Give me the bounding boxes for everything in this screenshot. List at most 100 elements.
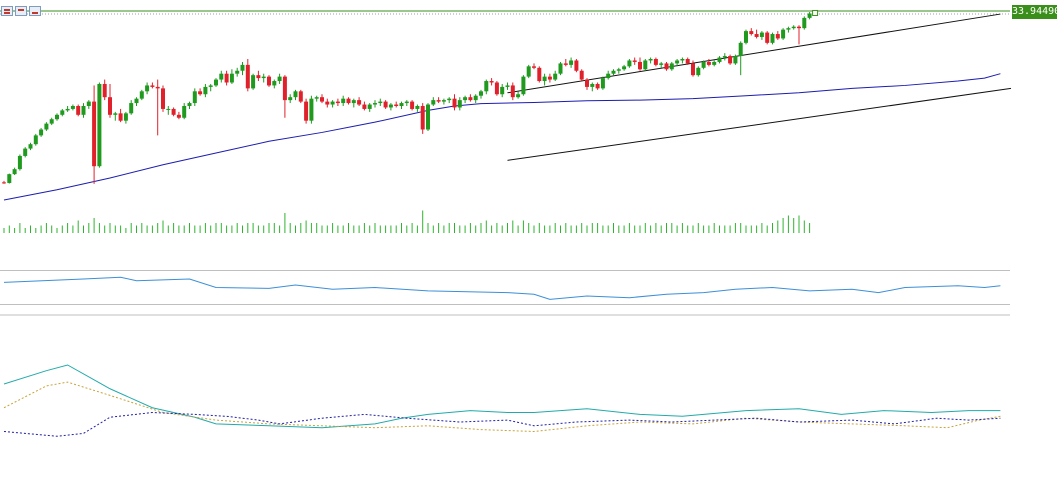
candle-body <box>791 26 796 29</box>
candle-body <box>659 63 664 65</box>
candle-body <box>537 67 542 82</box>
candle-body <box>579 70 584 80</box>
candle-body <box>749 31 754 35</box>
candle-body <box>399 103 404 106</box>
candle-body <box>55 114 59 120</box>
channel-upper-line <box>507 13 1001 94</box>
candle-body <box>76 106 81 115</box>
candle-body <box>256 75 261 79</box>
candle-body <box>2 182 6 184</box>
candle-body <box>706 61 711 65</box>
candle-body <box>277 76 282 82</box>
candle-body <box>516 94 521 98</box>
separator-lines <box>0 10 1010 316</box>
candle-body <box>463 97 468 101</box>
candle-body <box>134 98 139 104</box>
candle-body <box>616 69 621 71</box>
candle-body <box>781 29 786 39</box>
candle-body <box>510 85 515 98</box>
current-price-label: 33.94490 <box>1012 5 1059 19</box>
candle-body <box>415 106 420 109</box>
last-price-marker <box>812 9 819 16</box>
candle-body <box>113 113 118 115</box>
candle-body <box>505 85 510 87</box>
candle-body <box>97 83 102 167</box>
chart-zoom-icon[interactable] <box>29 6 41 16</box>
chart-candles-icon[interactable] <box>15 6 27 16</box>
candle-body <box>351 100 356 104</box>
candlestick-series <box>2 9 819 184</box>
candle-body <box>457 100 462 108</box>
candle-body <box>759 32 764 37</box>
candle-body <box>797 26 801 29</box>
candle-body <box>770 34 775 43</box>
candle-body <box>802 17 807 29</box>
candle-body <box>335 101 340 104</box>
channel-lower-line <box>507 87 1012 161</box>
candle-body <box>155 86 160 89</box>
candle-body <box>12 169 17 175</box>
candle-body <box>145 85 150 92</box>
candle-body <box>267 76 271 86</box>
candle-body <box>298 91 303 102</box>
candle-body <box>479 91 483 96</box>
candle-body <box>775 34 780 39</box>
candle-body <box>473 95 478 101</box>
candle-body <box>786 28 791 30</box>
candle-body <box>420 106 425 130</box>
chart-grid-icon[interactable] <box>1 6 13 16</box>
candle-body <box>574 60 579 71</box>
candle-body <box>521 76 526 95</box>
candle-body <box>622 66 627 70</box>
dashed-indicator-line <box>3 411 1001 437</box>
chart-toolbar[interactable] <box>1 6 41 18</box>
candle-body <box>293 91 298 98</box>
candle-body <box>563 63 568 65</box>
candle-body <box>691 63 695 76</box>
candle-body <box>611 70 616 74</box>
candle-body <box>733 56 738 64</box>
candle-body <box>139 91 144 99</box>
candle-body <box>452 98 457 108</box>
stoch-main-line <box>3 364 1001 429</box>
candle-body <box>108 97 112 115</box>
stochastic-indicator <box>3 364 1001 437</box>
candle-body <box>229 73 234 83</box>
candle-body <box>214 79 218 86</box>
candle-body <box>494 82 499 95</box>
candle-body <box>65 108 70 111</box>
candle-body <box>367 104 372 109</box>
candle-body <box>701 61 706 68</box>
candle-body <box>166 108 171 110</box>
volume-histogram <box>3 210 811 233</box>
candle-body <box>187 103 192 106</box>
candle-body <box>500 86 505 95</box>
candle-body <box>441 100 446 102</box>
candle-body <box>526 66 531 77</box>
candle-body <box>431 100 436 105</box>
candle-body <box>272 81 277 86</box>
candle-body <box>341 98 346 104</box>
candle-body <box>330 101 335 105</box>
candle-body <box>542 76 547 82</box>
candle-body <box>664 63 669 70</box>
price-channel[interactable] <box>507 13 1012 161</box>
candle-body <box>309 98 314 121</box>
candle-body <box>553 73 558 80</box>
candle-body <box>569 60 574 65</box>
candle-body <box>7 174 12 183</box>
candle-body <box>468 97 473 101</box>
candle-body <box>70 106 75 109</box>
candle-body <box>208 85 213 87</box>
candle-body <box>118 113 123 121</box>
candle-body <box>728 56 733 64</box>
candle-body <box>638 61 642 70</box>
candle-body <box>685 59 690 64</box>
candle-body <box>346 98 351 104</box>
stoch-signal-line <box>3 381 1001 433</box>
candle-body <box>744 31 748 43</box>
candle-body <box>171 108 176 115</box>
candle-body <box>738 42 743 57</box>
candle-body <box>394 104 399 106</box>
